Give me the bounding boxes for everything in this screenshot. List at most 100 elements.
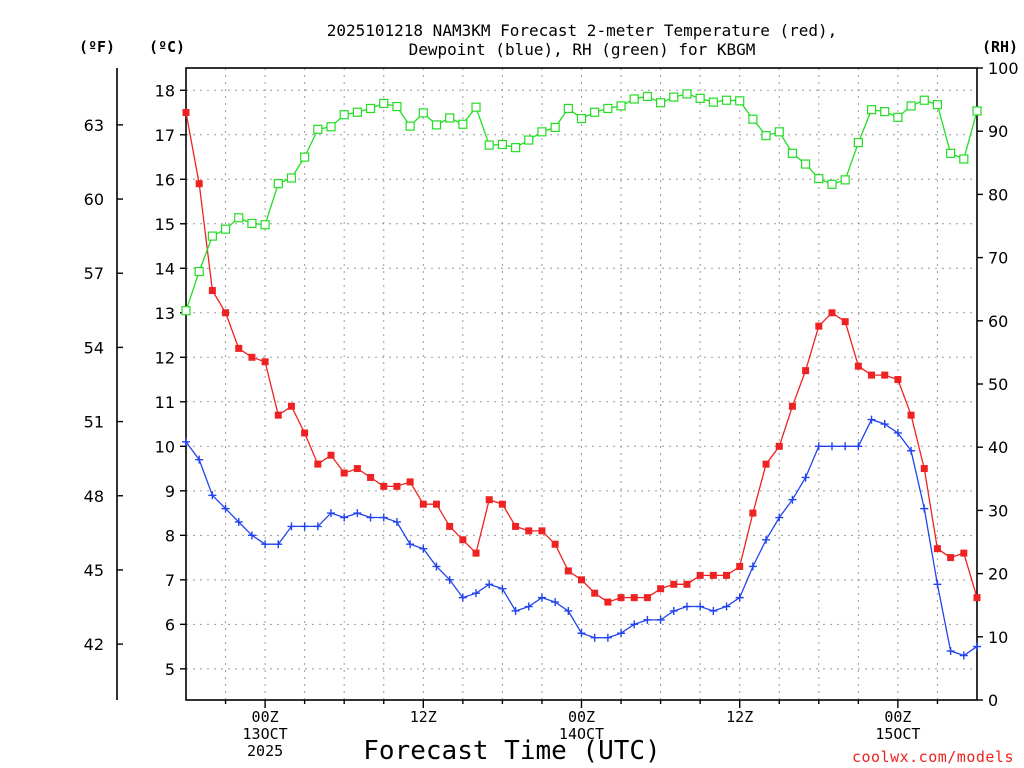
temperature-point (670, 580, 678, 588)
dewpoint-point (907, 446, 916, 455)
temperature-point (723, 571, 731, 579)
chart-title-line1: 2025101218 NAM3KM Forecast 2-meter Tempe… (327, 21, 838, 40)
temperature-point (643, 594, 651, 602)
celsius-tick-label: 8 (165, 526, 175, 545)
temperature-point (353, 465, 361, 473)
temperature-point (657, 585, 665, 593)
rh-tick-label: 10 (988, 628, 1008, 647)
temperature-point (406, 478, 414, 486)
rh-tick-label: 90 (988, 122, 1008, 141)
temperature-point (301, 429, 309, 437)
temperature-point (854, 362, 862, 370)
rh-point (181, 306, 191, 316)
celsius-tick-label: 6 (165, 615, 175, 634)
rh-point (576, 113, 587, 124)
rh-point (761, 131, 771, 141)
rh-point (194, 266, 204, 277)
dewpoint-point (630, 620, 639, 629)
dewpoint-point (419, 544, 428, 553)
dewpoint-point (893, 428, 902, 437)
rh-point (814, 174, 824, 184)
temperature-point (947, 554, 955, 562)
temperature-point (762, 460, 770, 468)
dewpoint-point (485, 580, 494, 589)
temperature-point (881, 371, 889, 379)
fahrenheit-axis: 42 45 48 51 54 57 60 63 (84, 116, 123, 654)
rh-point (669, 92, 679, 102)
rh-point (339, 110, 349, 120)
celsius-tick-label: 18 (155, 81, 175, 100)
temperature-point (459, 536, 467, 544)
rh-point (524, 135, 534, 145)
fahrenheit-tick-label: 51 (84, 413, 104, 432)
rh-point (497, 139, 507, 150)
rh-point (735, 96, 745, 106)
temperature-point (195, 180, 203, 188)
fahrenheit-unit-label: (ºF) (79, 38, 115, 56)
time-tick-label: 00Z (884, 708, 911, 726)
rh-point (260, 220, 270, 230)
temperature-point (802, 367, 810, 375)
rh-point (866, 105, 877, 115)
celsius-tick-label: 15 (155, 215, 175, 234)
celsius-tick-label: 7 (165, 571, 175, 590)
temperature-point (868, 371, 876, 379)
rh-point (603, 103, 613, 114)
dewpoint-point (472, 589, 481, 598)
rh-point (708, 97, 718, 107)
dewpoint-point (748, 562, 757, 571)
dewpoint-point (366, 513, 375, 522)
dewpoint-point (577, 629, 586, 638)
temperature-point (287, 402, 295, 410)
dewpoint-point (788, 495, 797, 504)
celsius-axis: 5 6 7 8 9 10 11 12 13 14 15 16 17 18 (155, 81, 186, 679)
rh-point (286, 173, 297, 183)
dewpoint-point (524, 602, 533, 611)
temperature-point (367, 473, 375, 481)
dewpoint-point (709, 606, 718, 615)
temperature-point (736, 562, 744, 570)
dewpoint-point (735, 593, 744, 602)
dewpoint-point (195, 455, 204, 464)
rh-point (510, 143, 521, 153)
dewpoint-point (406, 540, 415, 549)
fahrenheit-tick-label: 63 (84, 116, 104, 135)
dewpoint-point (775, 513, 784, 522)
temperature-point (920, 465, 928, 473)
temperature-point (696, 571, 704, 579)
series-temperature (182, 109, 981, 606)
temperature-point (393, 482, 401, 490)
dewpoint-point (551, 598, 560, 607)
dewpoint-point (458, 593, 467, 602)
dewpoint-point (854, 442, 863, 451)
temperature-point (617, 594, 625, 602)
temperature-point (274, 411, 282, 419)
celsius-tick-label: 13 (155, 304, 175, 323)
dewpoint-point (234, 517, 243, 526)
temperature-point (973, 594, 981, 602)
rh-axis: 0 10 20 30 40 50 60 70 80 90 100 (977, 59, 1019, 710)
dewpoint-point (221, 504, 230, 513)
dewpoint-point (445, 575, 454, 584)
time-tick-label: 12Z (726, 708, 753, 726)
temperature-point (894, 376, 902, 384)
temperature-point (960, 549, 968, 557)
temperature-point (419, 500, 427, 508)
temperature-point (907, 411, 915, 419)
dewpoint-point (920, 504, 929, 513)
dewpoint-point (353, 509, 362, 518)
temperature-point (525, 527, 533, 535)
dewpoint-point (696, 602, 705, 611)
dewpoint-point (313, 522, 322, 531)
temperature-point (683, 580, 691, 588)
rh-point (352, 107, 362, 117)
time-tick-label: 00Z (252, 708, 279, 726)
celsius-tick-label: 17 (155, 126, 175, 145)
rh-tick-label: 100 (988, 59, 1019, 78)
rh-point (484, 140, 494, 150)
rh-tick-label: 60 (988, 312, 1008, 331)
rh-point (893, 112, 903, 122)
rh-point (234, 213, 244, 223)
dewpoint-point (379, 513, 388, 522)
rh-point (721, 95, 732, 105)
